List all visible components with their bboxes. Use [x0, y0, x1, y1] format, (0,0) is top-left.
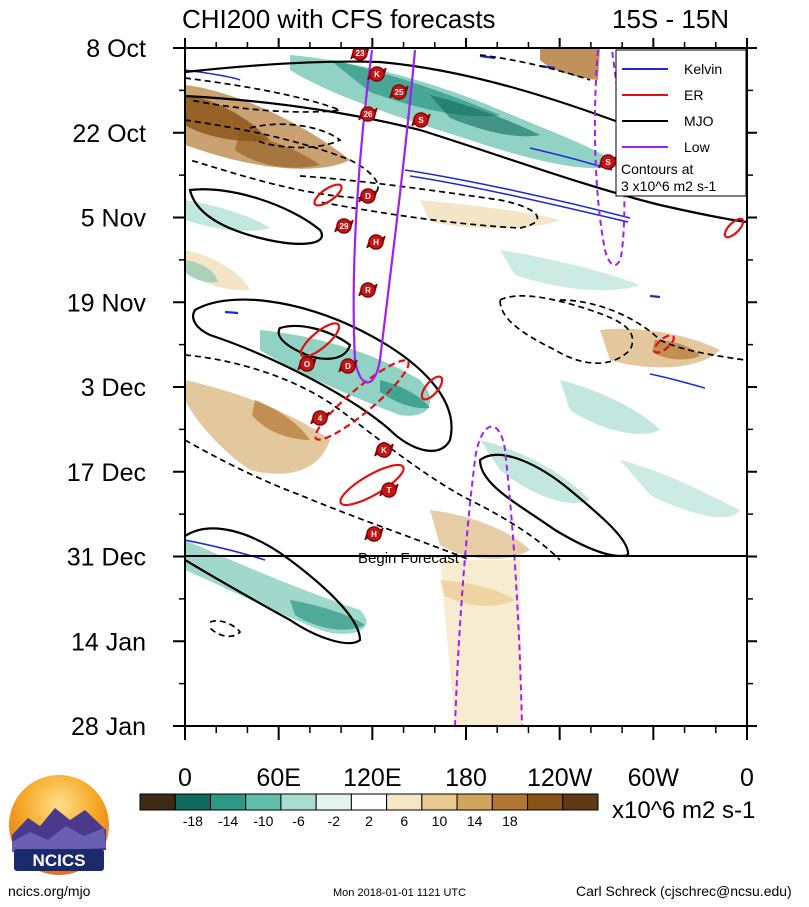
colorbar-tick-label: 6 [400, 813, 408, 829]
storm-marker-label: 23 [356, 49, 365, 58]
storm-marker-label: 29 [340, 222, 349, 231]
y-tick-label: 31 Dec [67, 544, 146, 572]
legend-label-low: Low [684, 139, 711, 155]
colorbar-box [421, 793, 458, 811]
chart-subtitle: 15S - 15N [612, 4, 729, 34]
colorbar-box [245, 793, 282, 811]
axis-ticks [173, 38, 757, 740]
storm-marker-label: 4 [318, 414, 323, 423]
storm-marker-label: 26 [364, 110, 373, 119]
y-tick-label: 22 Oct [72, 120, 146, 148]
ncics-logo: NCICS [9, 775, 109, 875]
legend: Kelvin ER MJO Low Contours at 3 x10^6 m2 s-… [615, 49, 747, 197]
y-tick-label: 5 Nov [81, 205, 147, 233]
x-tick-label: 0 [740, 764, 754, 792]
x-tick-label: 180 [445, 764, 487, 792]
storm-marker-label: S [605, 158, 611, 167]
x-tick-label: 60W [628, 764, 680, 792]
forecast-start-label: Begin Forecast [358, 550, 460, 567]
storm-marker: R [358, 282, 378, 298]
y-tick-label: 28 Jan [71, 713, 146, 741]
colorbar-box [315, 793, 352, 811]
colorbar-tick-label: 2 [365, 813, 373, 829]
storm-marker: H [364, 526, 384, 542]
logo-text: NCICS [33, 851, 86, 870]
y-tick-label: 8 Oct [86, 35, 146, 63]
colorbar-tick-label: -18 [183, 813, 203, 829]
y-tick-label: 17 Dec [67, 459, 146, 487]
colorbar: -18 -14 -10 -6 -2 2 6 10 14 18 x10^6 m2 s-1 [139, 793, 755, 829]
storm-marker: T [379, 482, 399, 498]
colorbar-box [562, 793, 599, 811]
x-tick-label: 0 [178, 764, 192, 792]
y-tick-label: 3 Dec [81, 374, 146, 402]
storm-marker-label: T [387, 486, 392, 495]
colorbar-box [209, 793, 247, 811]
x-tick-label: 120W [527, 764, 593, 792]
storm-marker-label: K [374, 70, 380, 79]
storm-marker: K [374, 442, 394, 458]
storm-marker: 25 [389, 84, 409, 100]
y-tick-label: 19 Nov [67, 289, 147, 317]
storm-marker-label: D [365, 192, 371, 201]
colorbar-tick-label: -10 [253, 813, 273, 829]
x-axis-tick-labels: 0 60E 120E 180 120W 60W 0 [178, 764, 754, 792]
storm-marker-label: 25 [395, 88, 404, 97]
colorbar-box [456, 793, 493, 811]
legend-note-line2: 3 x10^6 m2 s-1 [621, 178, 716, 194]
footer-author: Carl Schreck (cjschrec@ncsu.edu) [576, 883, 792, 899]
storm-marker: K [367, 66, 387, 82]
storm-marker: 29 [334, 218, 354, 234]
storm-marker: O [297, 356, 317, 372]
storm-marker: S [598, 154, 618, 170]
colorbar-tick-label: -6 [292, 813, 305, 829]
colorbar-tick-label: 18 [502, 813, 518, 829]
storm-marker: H [366, 234, 386, 250]
storm-marker: 4 [310, 410, 330, 426]
storm-marker: S [411, 112, 431, 128]
y-tick-label: 14 Jan [71, 628, 146, 656]
storm-marker-label: H [373, 238, 379, 247]
storm-marker: D [358, 188, 378, 204]
storm-marker-label: S [418, 116, 424, 125]
colorbar-unit: x10^6 m2 s-1 [612, 797, 755, 824]
storm-marker-label: K [381, 446, 387, 455]
storm-marker-label: H [371, 530, 377, 539]
colorbar-box [280, 793, 317, 811]
legend-note-line1: Contours at [621, 161, 693, 177]
colorbar-box [350, 793, 388, 811]
footer-url: ncics.org/mjo [8, 883, 91, 899]
storm-marker: 26 [358, 106, 378, 122]
anomaly-shading: 23K2526SSD29HRKOD4KTH Begin Forecast [185, 48, 747, 726]
colorbar-box [174, 793, 211, 811]
colorbar-box [386, 793, 423, 811]
storm-marker-label: O [304, 360, 310, 369]
colorbar-box [491, 793, 529, 811]
colorbar-box [139, 793, 176, 811]
legend-label-er: ER [684, 87, 703, 103]
y-axis-tick-labels: 8 Oct 22 Oct 5 Nov 19 Nov 3 Dec 17 Dec 31 Dec 1… [67, 35, 147, 741]
legend-label-kelvin: Kelvin [684, 61, 722, 77]
storm-markers: 23K2526SSD29HRKOD4KTH [297, 48, 618, 542]
storm-marker: 23 [350, 48, 370, 61]
footer-timestamp: Mon 2018-01-01 1121 UTC [333, 887, 466, 899]
storm-marker-label: R [365, 286, 371, 295]
x-tick-label: 120E [343, 764, 401, 792]
storm-marker: D [338, 358, 358, 374]
colorbar-tick-label: 14 [467, 813, 483, 829]
colorbar-tick-label: -2 [328, 813, 341, 829]
x-tick-label: 60E [256, 764, 300, 792]
chart-title: CHI200 with CFS forecasts [182, 4, 496, 34]
colorbar-tick-label: 10 [432, 813, 448, 829]
storm-marker-label: D [345, 362, 351, 371]
colorbar-tick-label: -14 [218, 813, 238, 829]
legend-label-mjo: MJO [684, 113, 714, 129]
colorbar-box [527, 793, 564, 811]
